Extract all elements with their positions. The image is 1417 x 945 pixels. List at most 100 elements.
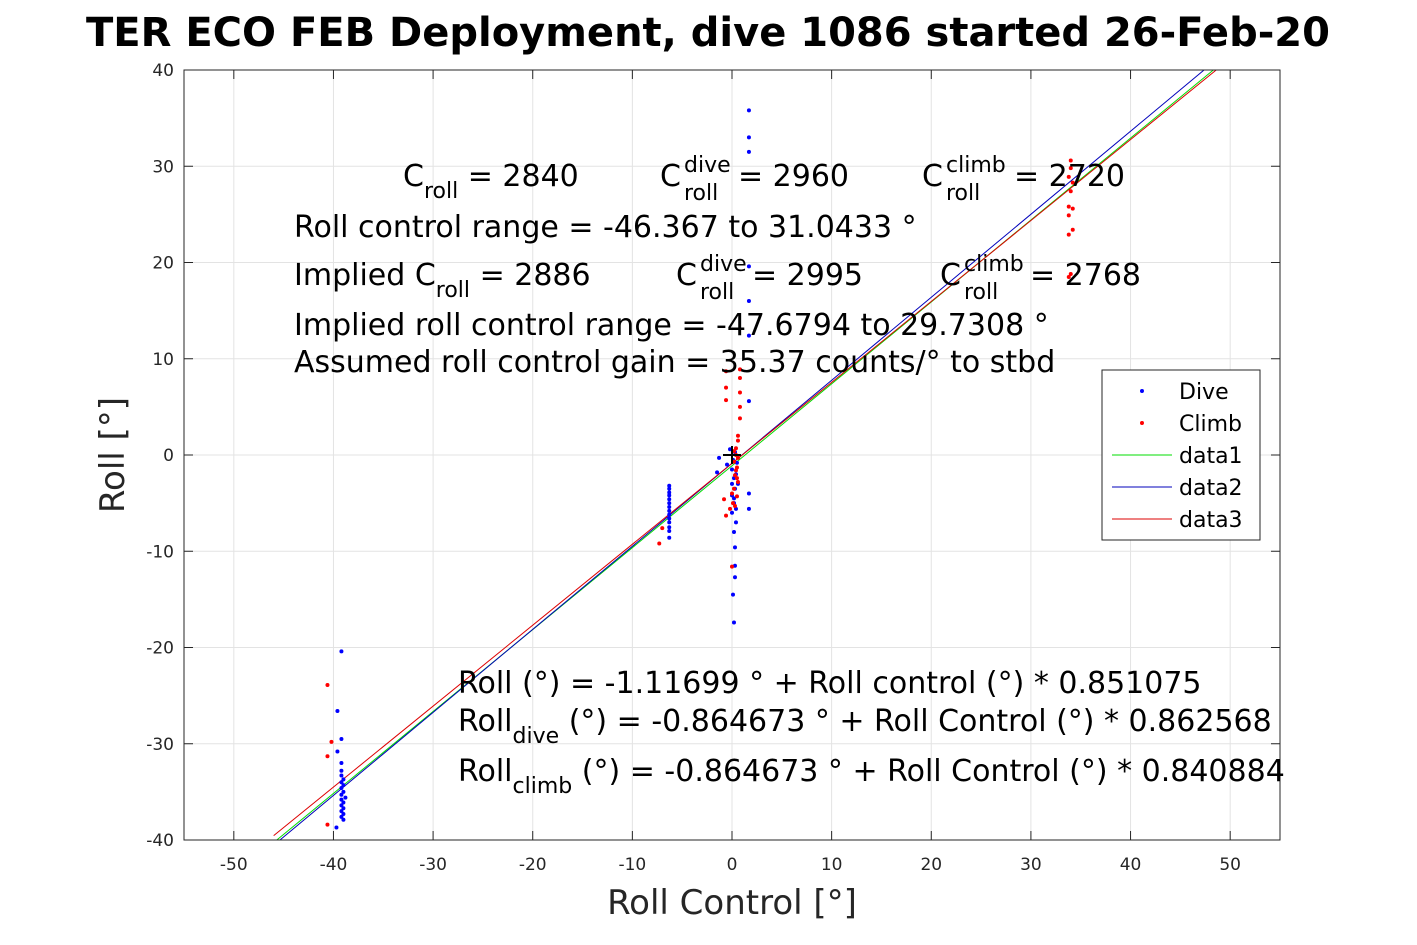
point-dive bbox=[667, 493, 672, 498]
point-dive bbox=[667, 508, 672, 513]
point-climb bbox=[735, 433, 740, 438]
point-dive bbox=[334, 825, 339, 830]
point-dive bbox=[667, 535, 672, 540]
legend-label-dive: Dive bbox=[1179, 380, 1229, 405]
point-climb bbox=[737, 376, 742, 380]
x-tick-label: 0 bbox=[727, 855, 738, 875]
x-tick-label: -20 bbox=[519, 855, 547, 875]
point-dive bbox=[341, 789, 346, 794]
point-dive bbox=[746, 264, 751, 269]
point-dive bbox=[730, 481, 734, 486]
point-climb bbox=[735, 438, 740, 443]
point-dive bbox=[731, 620, 736, 625]
y-tick-label: 40 bbox=[152, 61, 174, 81]
point-climb bbox=[724, 513, 729, 518]
point-climb bbox=[730, 501, 735, 506]
point-climb bbox=[657, 541, 662, 546]
x-tick-label: 10 bbox=[821, 855, 843, 875]
point-dive bbox=[667, 520, 672, 525]
point-dive bbox=[667, 483, 672, 488]
point-climb bbox=[1068, 189, 1073, 194]
legend-box bbox=[1101, 369, 1261, 541]
point-climb bbox=[737, 404, 742, 409]
point-climb bbox=[732, 473, 737, 478]
point-dive bbox=[339, 761, 344, 765]
legend-label-data3: data3 bbox=[1179, 508, 1243, 533]
c-roll-text: Croll = 2840 bbox=[403, 159, 579, 204]
y-tick-label: 30 bbox=[152, 157, 174, 177]
point-dive bbox=[667, 486, 672, 491]
point-dive bbox=[732, 575, 737, 580]
point-dive bbox=[746, 491, 751, 496]
point-dive bbox=[746, 108, 751, 113]
implied-c-climb-sub: roll bbox=[964, 280, 998, 305]
point-climb bbox=[1070, 227, 1075, 232]
point-climb bbox=[735, 455, 740, 460]
point-dive bbox=[746, 135, 751, 140]
point-dive bbox=[341, 783, 346, 788]
point-climb bbox=[728, 506, 733, 511]
point-climb bbox=[1066, 274, 1071, 279]
fit-line-data3 bbox=[273, 69, 1217, 837]
y-axis-ticks: -40 -30 -20 -10 0 10 20 30 40 bbox=[146, 61, 1280, 851]
annotation-block: Croll = 2840 C dive roll = 2960 C climb … bbox=[294, 153, 1285, 799]
point-dive bbox=[341, 812, 346, 817]
point-climb bbox=[734, 494, 739, 499]
point-dive bbox=[341, 777, 346, 782]
point-dive bbox=[746, 333, 751, 338]
implied-c-dive-sub: roll bbox=[700, 280, 734, 305]
point-dive bbox=[667, 501, 672, 506]
implied-c-climb-value: = 2768 bbox=[1030, 258, 1141, 293]
point-dive bbox=[746, 299, 751, 303]
point-climb bbox=[733, 446, 738, 451]
point-dive bbox=[343, 795, 348, 800]
c-roll-climb-text: C bbox=[922, 159, 943, 194]
point-dive bbox=[733, 520, 738, 525]
point-dive bbox=[746, 506, 751, 511]
point-dive bbox=[667, 512, 672, 517]
legend-label-climb: Climb bbox=[1179, 412, 1242, 437]
x-tick-label: -40 bbox=[320, 855, 348, 875]
point-climb bbox=[325, 754, 330, 759]
point-dive bbox=[667, 490, 672, 495]
x-tick-label: -10 bbox=[618, 855, 646, 875]
point-climb bbox=[1066, 204, 1071, 209]
point-climb bbox=[1070, 180, 1075, 185]
c-roll-climb-sub: roll bbox=[946, 181, 980, 206]
assumed-gain-text: Assumed roll control gain = 35.37 counts… bbox=[294, 345, 1055, 380]
x-tick-label: 30 bbox=[1020, 855, 1042, 875]
point-climb bbox=[737, 390, 742, 395]
point-dive bbox=[667, 497, 672, 502]
c-roll-dive-text: C bbox=[660, 159, 681, 194]
point-climb bbox=[733, 468, 738, 473]
point-dive bbox=[731, 530, 736, 534]
legend: Dive Climb data1 data2 data3 bbox=[1101, 369, 1261, 541]
y-tick-label: -10 bbox=[146, 542, 174, 562]
point-dive bbox=[339, 792, 344, 797]
c-roll-dive-sup: dive bbox=[684, 153, 731, 178]
point-dive bbox=[339, 736, 344, 741]
point-dive bbox=[730, 510, 734, 515]
point-climb bbox=[1068, 166, 1073, 171]
point-dive bbox=[667, 525, 672, 530]
point-climb bbox=[735, 479, 740, 484]
y-tick-label: -20 bbox=[146, 639, 174, 659]
implied-c-roll-text: Implied Croll = 2886 bbox=[294, 258, 591, 303]
y-tick-label: 20 bbox=[152, 254, 174, 274]
origin-marker bbox=[723, 446, 741, 464]
implied-c-climb-sup: climb bbox=[964, 252, 1024, 277]
point-dive bbox=[341, 806, 346, 811]
fit-dive-text: Rolldive (°) = -0.864673 ° + Roll Contro… bbox=[458, 704, 1272, 749]
point-climb bbox=[724, 369, 729, 374]
implied-c-dive-sup: dive bbox=[700, 252, 747, 277]
point-dive bbox=[746, 399, 751, 404]
fit-lines bbox=[273, 69, 1217, 841]
point-climb bbox=[731, 486, 736, 491]
point-dive bbox=[341, 817, 346, 822]
y-tick-label: -40 bbox=[146, 831, 174, 851]
point-climb bbox=[325, 683, 330, 688]
point-dive bbox=[667, 504, 672, 509]
point-dive bbox=[731, 496, 736, 501]
legend-swatch-climb bbox=[1140, 421, 1144, 425]
point-climb bbox=[737, 416, 742, 421]
